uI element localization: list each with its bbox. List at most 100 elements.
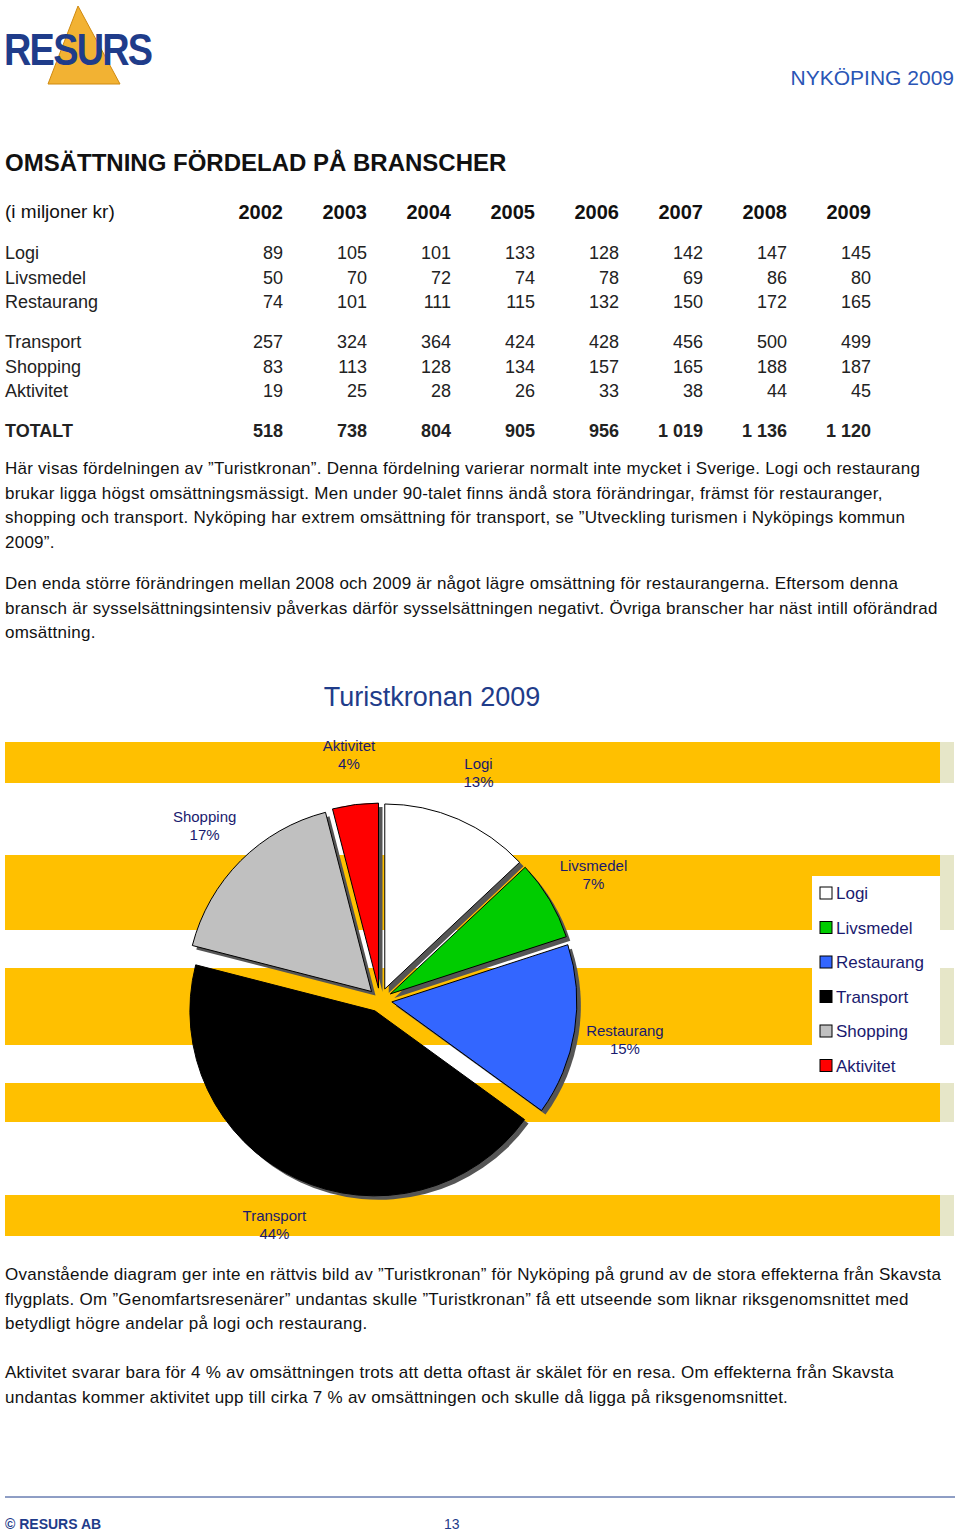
cell: 74: [445, 266, 535, 290]
logo: RESURS: [4, 26, 151, 74]
slice-value: 44%: [259, 1225, 289, 1242]
table-year: 2006: [529, 200, 619, 224]
cell: 905: [445, 419, 535, 443]
cell: 83: [193, 355, 283, 379]
legend-label: Logi: [836, 884, 868, 903]
section-title: OMSÄTTNING FÖRDELAD PÅ BRANSCHER: [5, 149, 506, 177]
table-year: 2007: [613, 200, 703, 224]
cell: 111: [361, 290, 451, 314]
cell: 72: [361, 266, 451, 290]
paragraph: Den enda större förändringen mellan 2008…: [5, 572, 953, 646]
slice-label: Aktivitet: [323, 737, 376, 754]
legend-swatch: [820, 887, 832, 899]
legend-swatch: [820, 991, 832, 1003]
cell: 145: [781, 241, 871, 265]
row-label: Shopping: [5, 355, 81, 379]
cell: 69: [613, 266, 703, 290]
plot-edge: [940, 1195, 954, 1236]
slice-label: Logi: [464, 755, 492, 772]
cell: 1 136: [697, 419, 787, 443]
cell: 89: [193, 241, 283, 265]
cell: 38: [613, 379, 703, 403]
footer-company: © RESURS AB: [5, 1516, 101, 1533]
legend-swatch: [820, 1060, 832, 1072]
slice-label: Shopping: [173, 808, 236, 825]
cell: 500: [697, 330, 787, 354]
plot-band: [5, 1195, 940, 1236]
slice-value: 13%: [463, 773, 493, 790]
legend: Logi Livsmedel Restaurang Transport Shopping…: [812, 876, 940, 1082]
pie: [190, 803, 581, 1200]
cell: 428: [529, 330, 619, 354]
plot-edge: [940, 1083, 954, 1122]
cell: 25: [277, 379, 367, 403]
page: Logi13%Livsmedel7%Restaurang15%Transport…: [0, 0, 960, 1533]
cell: 26: [445, 379, 535, 403]
table-year: 2009: [781, 200, 871, 224]
cell: 150: [613, 290, 703, 314]
legend-label: Transport: [836, 988, 908, 1007]
cell: 133: [445, 241, 535, 265]
pie-slice: [190, 965, 525, 1196]
table-year: 2008: [697, 200, 787, 224]
table-year: 2003: [277, 200, 367, 224]
cell: 142: [613, 241, 703, 265]
chart-title: Turistkronan 2009: [232, 681, 632, 713]
table-unit: (i miljoner kr): [5, 200, 115, 224]
slice-value: 4%: [338, 755, 360, 772]
cell: 424: [445, 330, 535, 354]
cell: 956: [529, 419, 619, 443]
slice-value: 7%: [583, 875, 605, 892]
legend-label: Aktivitet: [836, 1057, 896, 1076]
cell: 499: [781, 330, 871, 354]
cell: 188: [697, 355, 787, 379]
cell: 80: [781, 266, 871, 290]
row-label: Aktivitet: [5, 379, 68, 403]
row-label: Restaurang: [5, 290, 98, 314]
cell: 128: [529, 241, 619, 265]
cell: 78: [529, 266, 619, 290]
slice-value: 17%: [190, 826, 220, 843]
cell: 187: [781, 355, 871, 379]
cell: 1 019: [613, 419, 703, 443]
row-label: Logi: [5, 241, 39, 265]
paragraph: Ovanstående diagram ger inte en rättvis …: [5, 1263, 953, 1337]
cell: 33: [529, 379, 619, 403]
slice-label: Restaurang: [586, 1022, 664, 1039]
cell: 165: [613, 355, 703, 379]
plot-edge: [940, 855, 954, 930]
cell: 86: [697, 266, 787, 290]
slice-label: Transport: [243, 1207, 307, 1224]
cell: 50: [193, 266, 283, 290]
cell: 132: [529, 290, 619, 314]
cell: 115: [445, 290, 535, 314]
legend-box: [812, 876, 940, 1082]
footer-rule: [5, 1497, 955, 1498]
legend-label: Livsmedel: [836, 919, 913, 938]
page-number: 13: [444, 1516, 460, 1533]
paragraph: Här visas fördelningen av ”Turistkronan”…: [5, 457, 953, 555]
cell: 257: [193, 330, 283, 354]
legend-label: Restaurang: [836, 953, 924, 972]
cell: 101: [277, 290, 367, 314]
cell: 456: [613, 330, 703, 354]
cell: 105: [277, 241, 367, 265]
cell: 45: [781, 379, 871, 403]
cell: 738: [277, 419, 367, 443]
paragraph: Aktivitet svarar bara för 4 % av omsättn…: [5, 1361, 953, 1410]
slice-value: 15%: [610, 1040, 640, 1057]
cell: 28: [361, 379, 451, 403]
cell: 804: [361, 419, 451, 443]
legend-label: Shopping: [836, 1022, 908, 1041]
table-year: 2004: [361, 200, 451, 224]
table-year: 2005: [445, 200, 535, 224]
slice-label: Livsmedel: [560, 857, 628, 874]
cell: 74: [193, 290, 283, 314]
legend-swatch: [820, 1025, 832, 1037]
cell: 1 120: [781, 419, 871, 443]
plot-edge: [940, 742, 954, 783]
table-year: 2002: [193, 200, 283, 224]
cell: 324: [277, 330, 367, 354]
cell: 165: [781, 290, 871, 314]
cell: 19: [193, 379, 283, 403]
